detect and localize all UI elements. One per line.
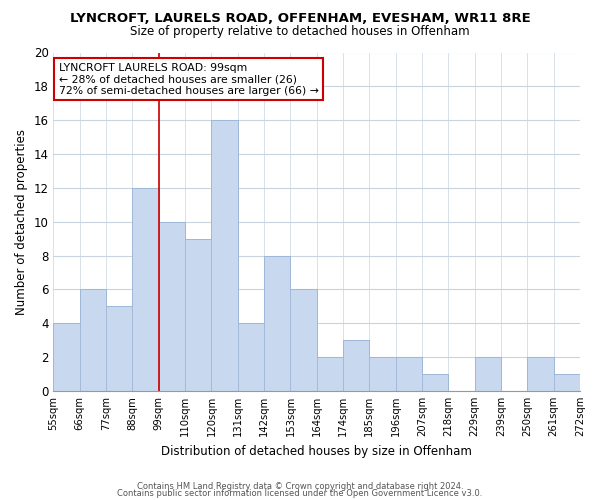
- Text: LYNCROFT LAURELS ROAD: 99sqm
← 28% of detached houses are smaller (26)
72% of se: LYNCROFT LAURELS ROAD: 99sqm ← 28% of de…: [59, 62, 319, 96]
- Bar: [343, 340, 370, 391]
- Text: Size of property relative to detached houses in Offenham: Size of property relative to detached ho…: [130, 25, 470, 38]
- Bar: [264, 256, 290, 391]
- Bar: [527, 357, 554, 391]
- Text: LYNCROFT, LAURELS ROAD, OFFENHAM, EVESHAM, WR11 8RE: LYNCROFT, LAURELS ROAD, OFFENHAM, EVESHA…: [70, 12, 530, 26]
- Bar: [159, 222, 185, 391]
- Bar: [185, 238, 211, 391]
- Bar: [422, 374, 448, 391]
- Text: Contains HM Land Registry data © Crown copyright and database right 2024.: Contains HM Land Registry data © Crown c…: [137, 482, 463, 491]
- Bar: [80, 290, 106, 391]
- Bar: [317, 357, 343, 391]
- Bar: [53, 323, 80, 391]
- Bar: [238, 323, 264, 391]
- Bar: [370, 357, 395, 391]
- Bar: [106, 306, 133, 391]
- X-axis label: Distribution of detached houses by size in Offenham: Distribution of detached houses by size …: [161, 444, 472, 458]
- Bar: [133, 188, 159, 391]
- Bar: [211, 120, 238, 391]
- Bar: [395, 357, 422, 391]
- Text: Contains public sector information licensed under the Open Government Licence v3: Contains public sector information licen…: [118, 490, 482, 498]
- Bar: [290, 290, 317, 391]
- Bar: [475, 357, 501, 391]
- Bar: [554, 374, 580, 391]
- Y-axis label: Number of detached properties: Number of detached properties: [15, 128, 28, 314]
